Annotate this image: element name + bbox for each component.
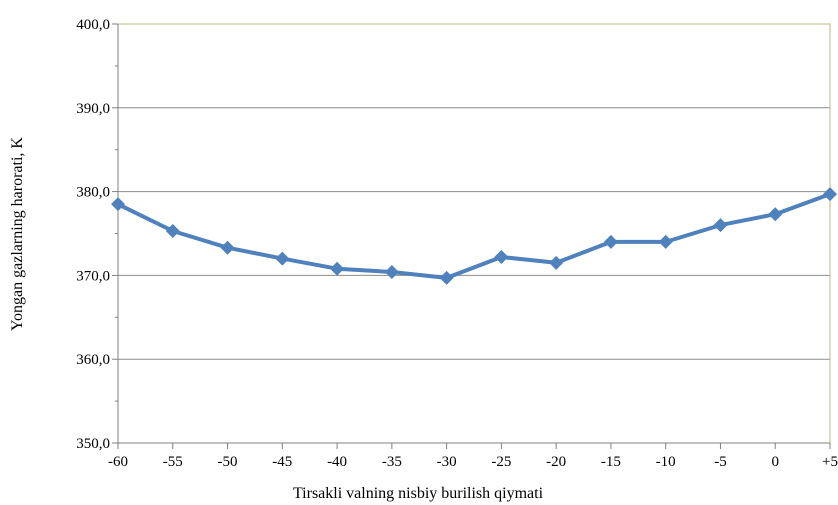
data-point bbox=[384, 265, 399, 280]
series-line bbox=[117, 192, 831, 280]
data-point bbox=[330, 261, 345, 276]
y-axis: 350,0 360,0 370,0 380,0 390,0 400,0 bbox=[76, 17, 119, 452]
x-axis-title: Tirsakli valning nisbiy burilish qiymati bbox=[293, 485, 544, 502]
data-point bbox=[111, 197, 125, 212]
y-tick-label: 380,0 bbox=[76, 185, 110, 201]
y-tick-label: 370,0 bbox=[76, 268, 110, 284]
data-point bbox=[603, 234, 618, 249]
data-point bbox=[275, 251, 290, 266]
x-tick-label: -50 bbox=[218, 454, 238, 470]
x-tick-label: -25 bbox=[491, 454, 511, 470]
x-tick-label: 0 bbox=[771, 454, 779, 470]
x-axis: -60 -55 -50 -45 -40 -35 -30 -25 -20 -15 -10 -5 0 +5 bbox=[108, 442, 838, 470]
y-tick-label: 360,0 bbox=[76, 352, 110, 368]
x-tick-label: -40 bbox=[327, 454, 347, 470]
series-group bbox=[111, 187, 837, 285]
x-tick-label: -30 bbox=[437, 454, 457, 470]
data-point bbox=[439, 270, 454, 285]
x-tick-label: -5 bbox=[714, 454, 727, 470]
x-tick-label: -15 bbox=[601, 454, 621, 470]
data-point bbox=[713, 218, 728, 233]
gridlines bbox=[118, 107, 830, 360]
data-point bbox=[494, 249, 509, 264]
y-tick-label: 390,0 bbox=[76, 101, 110, 117]
plot-area bbox=[118, 24, 830, 443]
y-axis-title: Yongan gazlarning harorati, K bbox=[9, 137, 26, 331]
data-point bbox=[768, 207, 783, 222]
data-point bbox=[165, 223, 180, 238]
data-point bbox=[823, 187, 837, 202]
y-tick-label: 350,0 bbox=[76, 436, 110, 452]
x-tick-label: -20 bbox=[546, 454, 566, 470]
x-tick-label: -35 bbox=[382, 454, 402, 470]
y-tick-label: 400,0 bbox=[76, 17, 110, 33]
data-point bbox=[549, 255, 564, 270]
data-point bbox=[658, 234, 673, 249]
x-tick-label: -55 bbox=[163, 454, 183, 470]
data-point bbox=[220, 240, 235, 255]
x-tick-label: -10 bbox=[656, 454, 676, 470]
x-tick-label: -45 bbox=[272, 454, 292, 470]
x-tick-label: -60 bbox=[108, 454, 128, 470]
x-tick-label: +5 bbox=[822, 454, 838, 470]
